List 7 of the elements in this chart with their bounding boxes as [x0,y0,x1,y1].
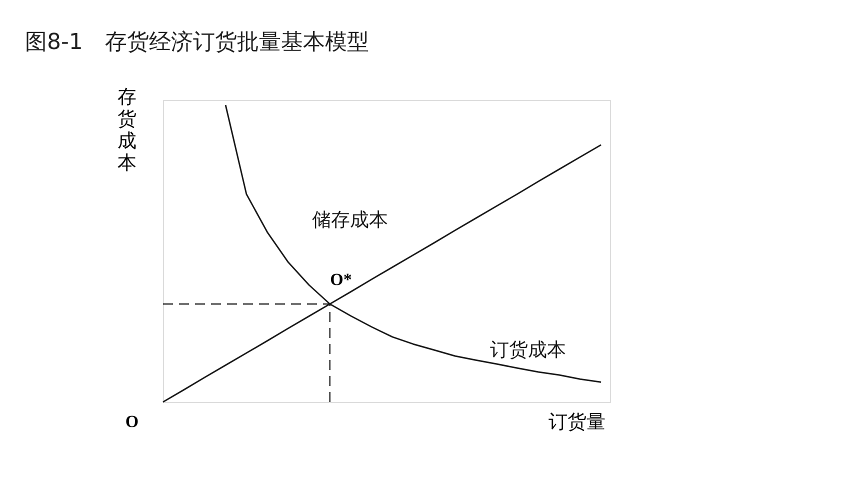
series-label: 订货成本 [490,340,566,361]
annotation: O* [330,270,352,289]
y-axis-title: 存货成本 [118,87,136,174]
series-label: 储存成本 [312,210,388,231]
chart-title: 图8-1 存货经济订货批量基本模型 [25,30,369,55]
text: O [125,412,139,431]
x-axis-title: 订货量 [548,412,606,433]
